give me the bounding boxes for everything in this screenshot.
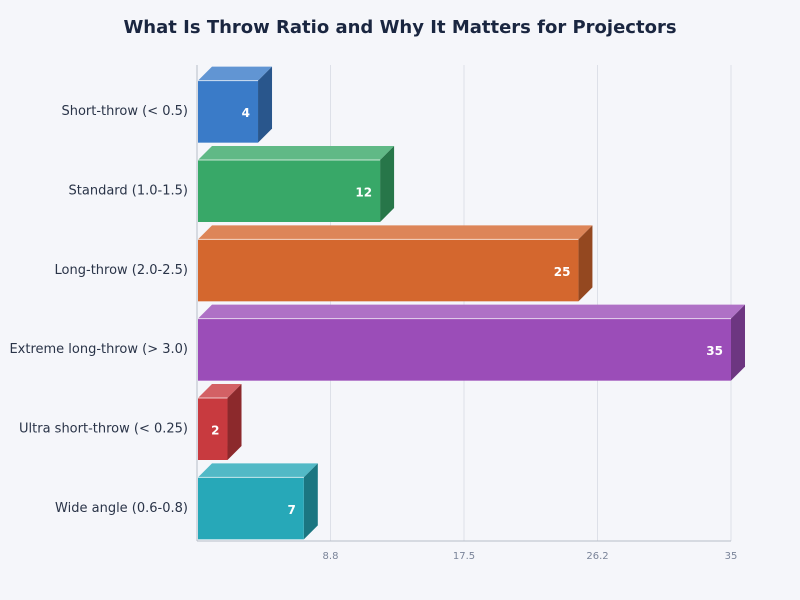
value-label: 25 [554, 265, 571, 279]
y-tick-label: Long-throw (2.0-2.5) [55, 263, 188, 278]
bar-top [198, 225, 593, 240]
bar-top [198, 463, 318, 478]
bar [198, 477, 304, 540]
bar [198, 318, 731, 381]
y-tick-label: Standard (1.0-1.5) [69, 184, 188, 199]
bar-top [198, 384, 242, 398]
bar [198, 398, 228, 460]
bar-side [380, 146, 395, 222]
x-tick-label: 26.2 [586, 551, 608, 562]
x-tick-label: 8.8 [323, 551, 339, 562]
value-label: 4 [242, 106, 250, 120]
x-tick-label: 35 [725, 551, 738, 562]
bar-top [198, 146, 395, 160]
chart-title: What Is Throw Ratio and Why It Matters f… [123, 17, 676, 38]
bar-side [731, 304, 745, 381]
value-label: 2 [211, 424, 219, 438]
bar-top [198, 66, 273, 81]
bar-side [227, 384, 242, 460]
x-tick-label: 17.5 [453, 551, 475, 562]
bar-top [198, 304, 745, 319]
value-label: 12 [355, 186, 372, 200]
bar-side [258, 66, 273, 143]
bar [198, 80, 259, 143]
value-label: 35 [706, 344, 723, 358]
y-tick-label: Extreme long-throw (> 3.0) [9, 342, 188, 357]
bar [198, 239, 579, 302]
y-tick-label: Ultra short-throw (< 0.25) [19, 422, 188, 437]
value-label: 7 [287, 503, 295, 517]
y-tick-label: Wide angle (0.6-0.8) [55, 501, 188, 516]
bar [198, 160, 381, 222]
bar-side [303, 463, 318, 540]
y-tick-label: Short-throw (< 0.5) [61, 104, 188, 119]
bar-side [578, 225, 593, 302]
